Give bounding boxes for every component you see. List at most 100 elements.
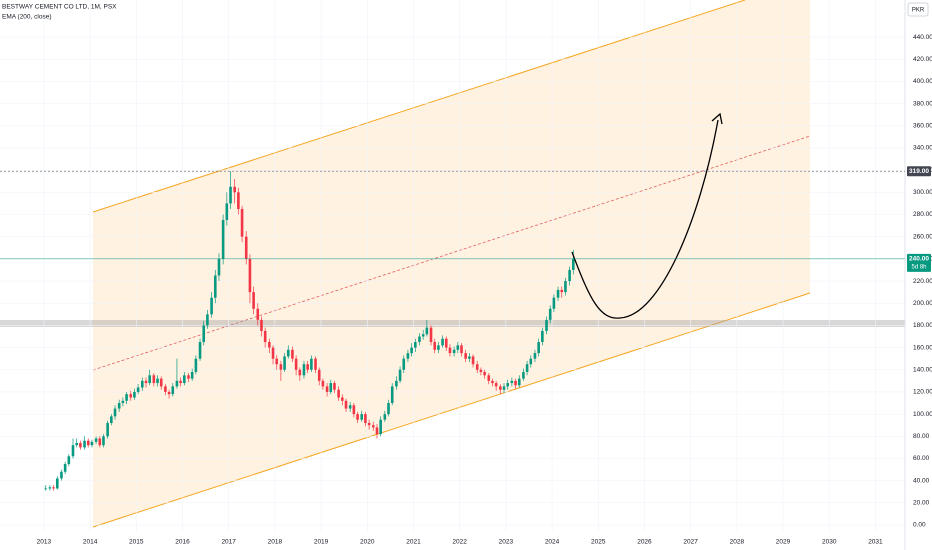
x-tick-label: 2026	[637, 539, 652, 546]
y-tick-label: 40.00	[913, 477, 930, 484]
candle-body	[379, 419, 382, 435]
y-tick-label: 60.00	[913, 455, 930, 462]
support-zone	[0, 320, 905, 327]
candle-body	[140, 380, 144, 388]
candle-body	[133, 391, 136, 398]
candle-body	[271, 347, 275, 359]
candle-body	[183, 375, 186, 384]
candle-body	[55, 478, 59, 489]
x-tick-label: 2014	[83, 539, 98, 546]
candle-body	[252, 292, 255, 309]
candle-body	[541, 330, 544, 343]
x-tick-label: 2018	[268, 539, 283, 546]
price-label-box	[907, 253, 931, 272]
candle-body	[402, 358, 406, 370]
y-tick-label: 260.00	[913, 233, 932, 240]
candle-body	[268, 342, 271, 348]
candle-body	[364, 414, 367, 423]
x-tick-label: 2017	[221, 539, 236, 546]
projection-curve	[571, 119, 719, 319]
candle-body	[156, 378, 159, 384]
y-tick-label: 200.00	[913, 300, 932, 307]
currency-box[interactable]	[907, 2, 929, 17]
candle-body	[159, 378, 163, 387]
candle-body	[286, 349, 290, 357]
candle-body	[572, 258, 575, 270]
x-tick-label: 2020	[360, 539, 375, 546]
candle-body	[460, 345, 463, 354]
candle-body	[514, 380, 517, 386]
candle-body	[441, 338, 444, 346]
candle-body	[125, 394, 128, 401]
candle-body	[321, 380, 325, 387]
candle-body	[367, 422, 371, 426]
candle-body	[175, 380, 179, 387]
candle-body	[371, 425, 375, 428]
y-tick-label: 420.00	[913, 56, 932, 63]
x-tick-label: 2028	[730, 539, 745, 546]
candle-body	[198, 342, 202, 359]
candle-body	[194, 358, 198, 372]
candle-body	[444, 338, 448, 348]
candle-body	[229, 186, 232, 204]
candle-body	[383, 414, 387, 420]
candle-body	[375, 427, 379, 435]
x-tick-label: 2029	[776, 539, 791, 546]
y-tick-label: 160.00	[913, 344, 932, 351]
x-tick-label: 2019	[314, 539, 329, 546]
candle-body	[256, 308, 260, 320]
x-tick-label: 2013	[37, 539, 52, 546]
x-tick-label: 2021	[406, 539, 421, 546]
x-tick-label: 2031	[868, 539, 883, 546]
y-tick-label: 440.00	[913, 34, 932, 41]
y-tick-label: 360.00	[913, 122, 932, 129]
candle-body	[248, 258, 252, 293]
plot	[0, 0, 905, 532]
candle-body	[75, 442, 78, 446]
candle-body	[60, 471, 63, 479]
candle-body	[533, 353, 537, 359]
y-tick-label: 280.00	[913, 211, 932, 218]
candle-body	[502, 386, 506, 390]
chart-title: BESTWAY CEMENT CO LTD, 1M, PSX	[2, 4, 117, 11]
x-tick-label: 2025	[591, 539, 606, 546]
projection-arrowhead	[711, 112, 723, 125]
candle-body	[390, 386, 394, 404]
candle-body	[468, 356, 471, 359]
candle-body	[548, 308, 552, 320]
projection	[571, 112, 723, 319]
candle-body	[144, 380, 148, 384]
candle-body	[356, 414, 359, 420]
candle-body	[464, 353, 467, 359]
y-tick-label: 120.00	[913, 389, 932, 396]
candle-body	[117, 403, 121, 409]
candle-body	[525, 364, 529, 372]
candle-body	[206, 314, 209, 326]
candle-body	[564, 281, 567, 293]
candle-body	[129, 394, 133, 398]
candle-body	[387, 403, 390, 415]
candle-body	[148, 375, 151, 384]
candle-body	[71, 445, 75, 457]
candle-body	[360, 414, 364, 420]
x-tick-label: 2030	[822, 539, 837, 546]
candle-body	[221, 220, 225, 259]
x-tick-label: 2015	[129, 539, 144, 546]
channel-mid	[92, 135, 811, 371]
candle-body	[67, 456, 71, 465]
y-tick-label: 80.00	[913, 433, 930, 440]
candle-body	[448, 347, 452, 354]
candle-body	[421, 334, 425, 337]
candle-body	[483, 371, 486, 376]
candle-body	[475, 364, 479, 370]
candle-body	[298, 369, 302, 376]
candle-body	[522, 371, 525, 379]
candle-body	[517, 378, 521, 386]
candle-body	[240, 208, 244, 237]
candle-body	[52, 487, 55, 489]
candle-body	[90, 441, 94, 446]
y-tick-label: 100.00	[913, 411, 932, 418]
candle-body	[106, 422, 109, 437]
candle-body	[244, 236, 248, 259]
candle-body	[510, 380, 514, 384]
